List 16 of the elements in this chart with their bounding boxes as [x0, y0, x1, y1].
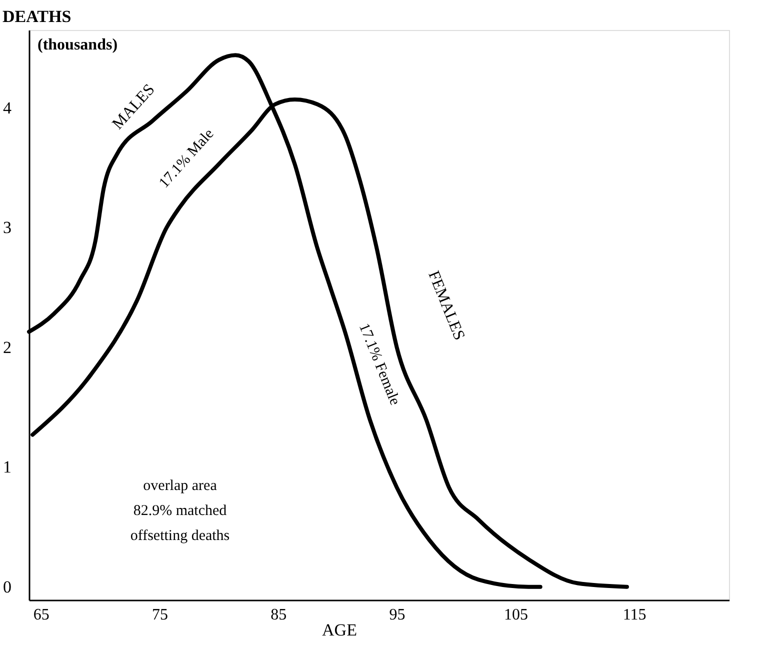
chart-title: DEATHS — [2, 7, 72, 26]
y-axis-title: (thousands) — [38, 36, 118, 54]
y-tick-label: 3 — [3, 218, 12, 238]
x-tick-label: 95 — [389, 606, 406, 624]
x-tick-label: 115 — [622, 606, 646, 624]
x-tick-label: 85 — [270, 606, 287, 624]
x-tick-label: 105 — [504, 606, 528, 624]
y-tick-label: 4 — [3, 98, 12, 118]
y-tick-label: 0 — [3, 577, 12, 596]
x-axis-title: AGE — [322, 620, 357, 640]
annotation: 17.1% Female — [355, 321, 403, 408]
y-tick-label: 2 — [3, 338, 12, 357]
y-tick-label: 1 — [3, 458, 12, 477]
annotation: overlap area 82.9% matched offsetting deaths — [130, 478, 230, 544]
x-tick-label: 65 — [33, 606, 50, 624]
x-tick-label: 75 — [152, 606, 168, 624]
